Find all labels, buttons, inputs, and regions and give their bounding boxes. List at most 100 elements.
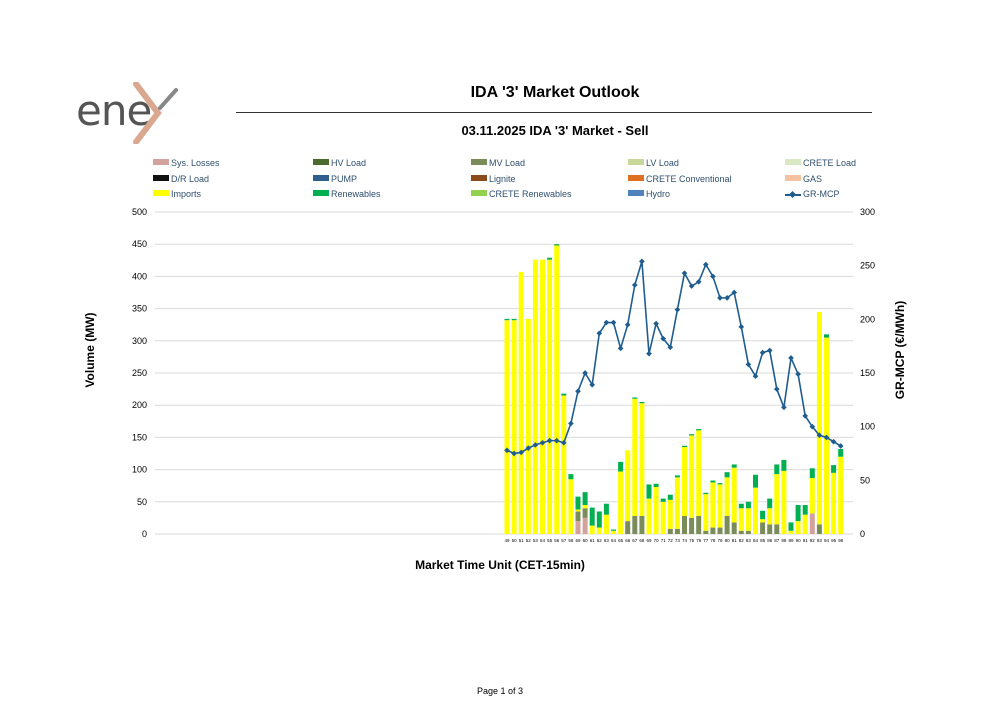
- x-tick-label: 78: [710, 538, 716, 543]
- logo: ene: [76, 86, 152, 135]
- legend-swatch: [471, 190, 487, 196]
- x-tick-label: 79: [717, 538, 723, 543]
- bar-renewables: [745, 501, 751, 509]
- gr-mcp-point: [802, 413, 809, 419]
- bar-renewables: [632, 397, 638, 399]
- legend-label: Lignite: [489, 174, 516, 184]
- y-tick-label: 100: [132, 465, 147, 475]
- gr-mcp-point: [724, 295, 730, 301]
- x-tick-label: 52: [526, 538, 532, 543]
- legend-swatch: [471, 159, 487, 165]
- bar-imports: [611, 530, 616, 534]
- bar-mv-load: [717, 527, 723, 534]
- gr-mcp-point: [816, 432, 823, 439]
- x-tick-label: 77: [703, 538, 709, 543]
- bar-imports: [639, 403, 645, 516]
- bar-imports: [816, 311, 822, 525]
- bar-renewables: [767, 498, 773, 509]
- y-tick-label: 150: [132, 432, 147, 442]
- x-tick-label: 89: [788, 538, 794, 543]
- x-tick-label: 93: [817, 538, 823, 543]
- bar-mv-load: [703, 530, 709, 534]
- gr-mcp-point: [631, 282, 638, 288]
- x-tick-label: 74: [682, 538, 688, 543]
- gr-mcp-point: [582, 370, 588, 376]
- y2-tick-label: 300: [860, 207, 875, 217]
- x-tick-label: 82: [739, 538, 745, 543]
- bar-imports: [660, 501, 666, 534]
- bar-mv-load: [738, 530, 744, 534]
- x-tick-label: 51: [519, 538, 525, 543]
- bar-renewables: [603, 503, 609, 515]
- x-tick-label: 53: [533, 538, 539, 543]
- bar-mv-load: [745, 530, 751, 534]
- y-tick-label: 300: [132, 336, 147, 346]
- x-axis-title: Market Time Unit (CET-15min): [415, 558, 585, 572]
- bar-renewables: [660, 498, 666, 502]
- x-tick-label: 64: [611, 538, 617, 543]
- legend-swatch: [785, 159, 801, 165]
- x-tick-label: 92: [810, 538, 816, 543]
- title-divider: [236, 112, 872, 113]
- bar-renewables: [717, 483, 723, 485]
- bar-renewables: [611, 529, 616, 531]
- legend-line-marker: [785, 191, 801, 197]
- bar-imports: [738, 508, 744, 531]
- gr-mcp-point: [809, 423, 816, 430]
- x-tick-label: 94: [824, 538, 830, 543]
- x-tick-label: 73: [675, 538, 681, 543]
- legend-label: LV Load: [646, 158, 679, 168]
- x-tick-label: 76: [696, 538, 702, 543]
- bar-renewables: [753, 474, 758, 488]
- x-tick-label: 84: [753, 538, 759, 543]
- gr-mcp-point: [539, 439, 546, 446]
- bar-imports: [689, 435, 695, 518]
- page-title: IDA '3' Market Outlook: [470, 84, 640, 101]
- bar-renewables: [696, 429, 702, 431]
- y-tick-label: 200: [132, 400, 147, 410]
- y-tick-label: 250: [132, 368, 147, 378]
- bar-mv-load: [731, 522, 737, 534]
- legend-label: Renewables: [331, 189, 381, 199]
- bar-imports: [518, 271, 524, 534]
- gr-mcp-point: [745, 361, 752, 368]
- x-tick-label: 61: [590, 538, 596, 543]
- x-tick-label: 68: [639, 538, 645, 543]
- gr-mcp-point: [646, 350, 652, 357]
- gr-mcp-point: [667, 344, 674, 351]
- gr-mcp-point: [624, 321, 631, 328]
- x-tick-label: 87: [774, 538, 780, 543]
- legend-swatch: [313, 190, 329, 196]
- x-tick-label: 66: [625, 538, 631, 543]
- y2-tick-label: 100: [860, 422, 875, 432]
- gr-mcp-point: [639, 258, 645, 265]
- legend-label: MV Load: [489, 158, 526, 168]
- bar-imports: [589, 525, 595, 534]
- bar-mv-load: [625, 521, 631, 534]
- x-tick-label: 58: [568, 538, 574, 543]
- x-tick-label: 55: [547, 538, 553, 543]
- legend-label: CRETE Load: [803, 158, 857, 168]
- bar-renewables: [639, 401, 645, 404]
- gr-mcp-point: [759, 349, 766, 356]
- x-tick-label: 59: [575, 538, 581, 543]
- bar-mv-load: [760, 522, 766, 534]
- y-tick-label: 50: [137, 497, 147, 507]
- legend-item: CRETE Load: [785, 158, 856, 168]
- bar-renewables: [618, 461, 624, 472]
- bar-renewables: [703, 492, 709, 495]
- legend-item: MV Load: [471, 158, 525, 168]
- page-footer: Page 1 of 3: [476, 686, 524, 696]
- bar-imports: [646, 498, 652, 534]
- legend-label: CRETE Renewables: [489, 189, 572, 199]
- bar-mv-load: [639, 515, 645, 534]
- bar-renewables: [710, 480, 716, 483]
- bar-imports: [745, 508, 751, 531]
- gr-mcp-point: [532, 442, 539, 448]
- x-tick-label: 49: [504, 538, 510, 543]
- x-tick-label: 69: [646, 538, 652, 543]
- y-tick-label: 500: [132, 207, 147, 217]
- bar-sys-losses: [575, 521, 581, 534]
- legend-label: Sys. Losses: [171, 158, 220, 168]
